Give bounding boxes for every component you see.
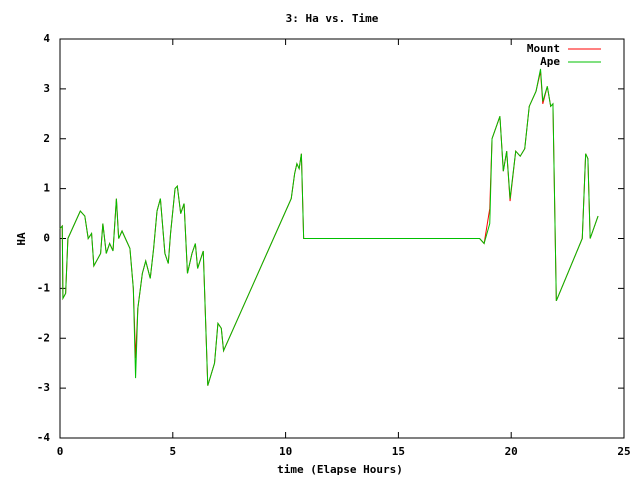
y-tick-label: 0 <box>43 232 50 245</box>
x-tick-label: 15 <box>392 445 405 458</box>
x-axis-label: time (Elapse Hours) <box>277 463 403 476</box>
x-tick-label: 5 <box>169 445 176 458</box>
y-tick-label: 2 <box>43 132 50 145</box>
legend-label: Mount <box>527 42 560 55</box>
y-tick-label: -3 <box>37 381 50 394</box>
y-tick-label: 4 <box>43 32 50 45</box>
y-tick-label: -4 <box>37 431 51 444</box>
y-tick-label: -2 <box>37 331 50 344</box>
series-line <box>59 71 599 386</box>
x-tick-label: 10 <box>279 445 292 458</box>
y-axis-label: HA <box>15 232 28 246</box>
legend-label: Ape <box>540 55 560 68</box>
x-tick-label: 20 <box>505 445 518 458</box>
series-line <box>59 68 599 386</box>
y-tick-label: 1 <box>43 182 50 195</box>
y-tick-label: 3 <box>43 82 50 95</box>
y-tick-label: -1 <box>37 281 51 294</box>
x-tick-label: 0 <box>57 445 64 458</box>
x-tick-label: 25 <box>617 445 630 458</box>
chart-title: 3: Ha vs. Time <box>286 12 379 25</box>
